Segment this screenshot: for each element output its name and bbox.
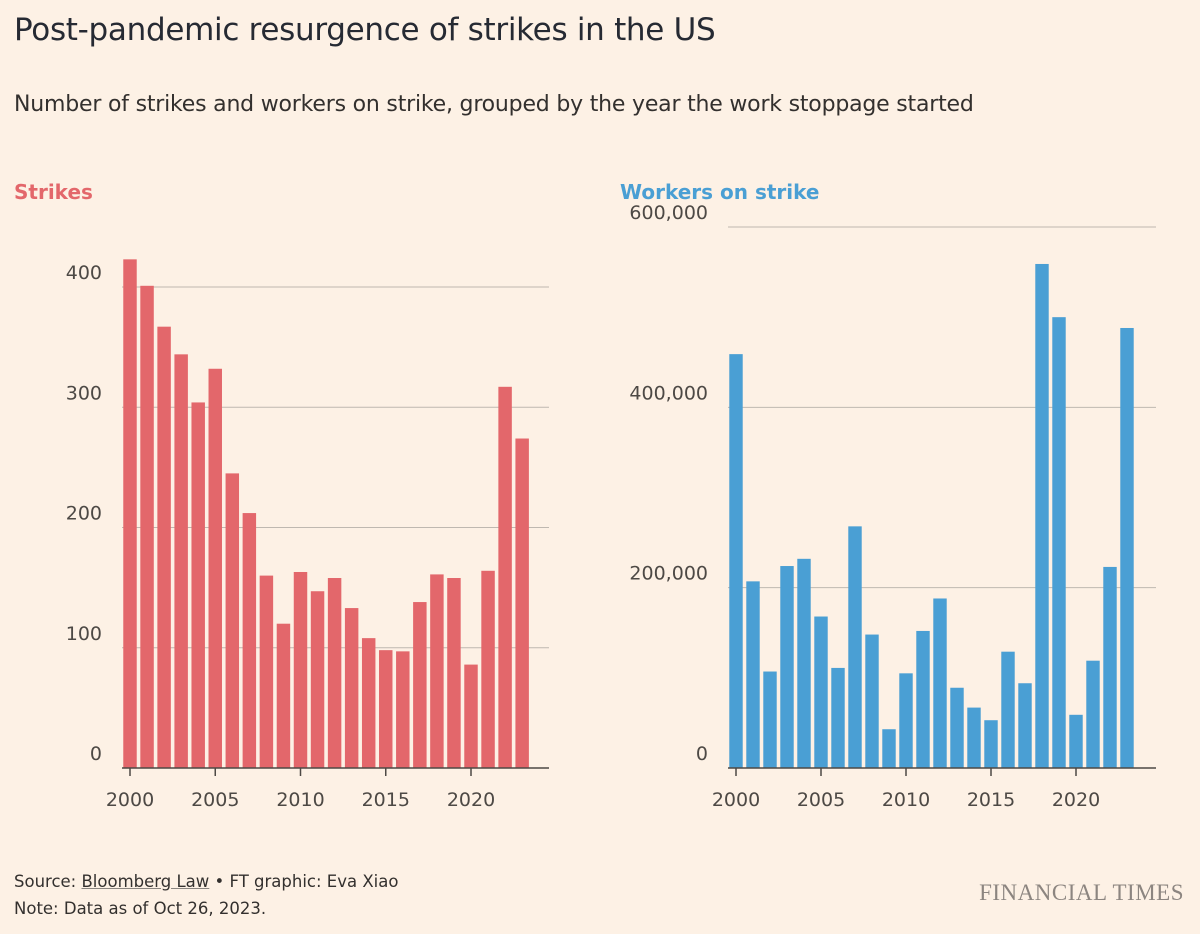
- strikes-y-tick-label: 300: [66, 382, 102, 404]
- strikes-x-tick-label: 2000: [106, 789, 154, 811]
- strikes-bar: [379, 650, 393, 768]
- strikes-bar: [208, 368, 222, 768]
- strikes-bar: [327, 578, 342, 768]
- workers-bar: [899, 673, 913, 768]
- strikes-x-tick-label: 2010: [276, 789, 324, 811]
- financial-times-logo: FINANCIAL TIMES: [979, 880, 1184, 905]
- workers-bar: [797, 558, 811, 768]
- strikes-y-tick-label: 200: [66, 503, 102, 525]
- workers-panel-title: Workers on strike: [620, 180, 820, 204]
- strikes-bar: [259, 575, 274, 768]
- workers-bar: [831, 667, 845, 768]
- workers-bar: [729, 354, 743, 768]
- strikes-bar: [498, 386, 512, 768]
- workers-x-tick-label: 2010: [882, 789, 930, 811]
- workers-bar: [1069, 714, 1083, 768]
- strikes-panel-title: Strikes: [14, 180, 93, 204]
- strikes-bar-chart: 0 100 200 300 400 2000 2005 2010 2015 2020: [66, 259, 549, 811]
- strikes-x-tick-label: 2005: [191, 789, 239, 811]
- workers-bar-chart: 0 200,000 400,000 600,000 2000 2005 2010 2015 20…: [629, 202, 1156, 811]
- workers-bar: [814, 616, 828, 768]
- strikes-bar: [191, 402, 205, 768]
- strikes-y-tick-label: 400: [66, 262, 102, 284]
- workers-y-tick-label: 0: [696, 743, 708, 765]
- strikes-bar: [396, 651, 410, 768]
- strikes-bar: [123, 259, 137, 768]
- strikes-bar: [447, 578, 461, 768]
- workers-bar: [1052, 317, 1066, 768]
- strikes-bar: [242, 513, 257, 768]
- strikes-bar: [140, 285, 154, 768]
- workers-bar: [1035, 263, 1049, 768]
- strikes-bar: [310, 591, 325, 768]
- strikes-bar: [293, 571, 308, 768]
- workers-bar: [780, 566, 794, 768]
- strikes-bar: [413, 602, 427, 768]
- workers-bar: [916, 630, 930, 768]
- workers-bar: [865, 634, 879, 768]
- workers-y-tick-label: 400,000: [629, 382, 708, 404]
- strikes-x-tick-label: 2020: [447, 789, 495, 811]
- strikes-bar: [515, 438, 529, 768]
- workers-bar: [950, 687, 964, 768]
- workers-y-tick-label: 600,000: [629, 202, 708, 224]
- workers-bar: [984, 720, 998, 768]
- note-line: Note: Data as of Oct 26, 2023.: [14, 899, 267, 918]
- workers-y-tick-label: 200,000: [629, 563, 708, 585]
- workers-bar: [967, 707, 981, 768]
- workers-x-tick-label: 2020: [1052, 789, 1100, 811]
- source-line: Source: Bloomberg Law • FT graphic: Eva …: [14, 872, 398, 891]
- strikes-bar: [430, 574, 444, 768]
- workers-bar: [763, 671, 777, 768]
- source-suffix: • FT graphic: Eva Xiao: [209, 872, 399, 891]
- workers-bar: [1120, 327, 1134, 768]
- strikes-bar: [464, 664, 478, 768]
- source-link[interactable]: Bloomberg Law: [81, 872, 210, 891]
- source-prefix: Source:: [14, 872, 82, 891]
- strikes-y-tick-label: 100: [66, 623, 102, 645]
- strikes-y-tick-label: 0: [90, 743, 102, 765]
- workers-bar: [1103, 566, 1117, 768]
- workers-x-tick-label: 2000: [712, 789, 760, 811]
- workers-bar: [1086, 660, 1100, 768]
- chart-subtitle: Number of strikes and workers on strike,…: [14, 92, 974, 117]
- strikes-bar: [157, 326, 171, 768]
- workers-bar: [848, 526, 862, 768]
- workers-x-tick-label: 2005: [797, 789, 845, 811]
- strikes-bar: [344, 608, 359, 768]
- workers-bar: [933, 598, 947, 768]
- workers-x-tick-label: 2015: [967, 789, 1015, 811]
- workers-bar: [1001, 651, 1015, 768]
- strikes-bar: [276, 623, 291, 768]
- strikes-bar: [361, 638, 376, 768]
- workers-bar: [1018, 683, 1032, 768]
- strikes-bar: [481, 570, 495, 768]
- chart-title: Post-pandemic resurgence of strikes in t…: [14, 12, 716, 48]
- strikes-bar: [225, 473, 240, 768]
- workers-bar: [882, 729, 896, 768]
- strikes-bar: [174, 354, 188, 768]
- workers-bar: [746, 581, 760, 768]
- strikes-x-tick-label: 2015: [362, 789, 410, 811]
